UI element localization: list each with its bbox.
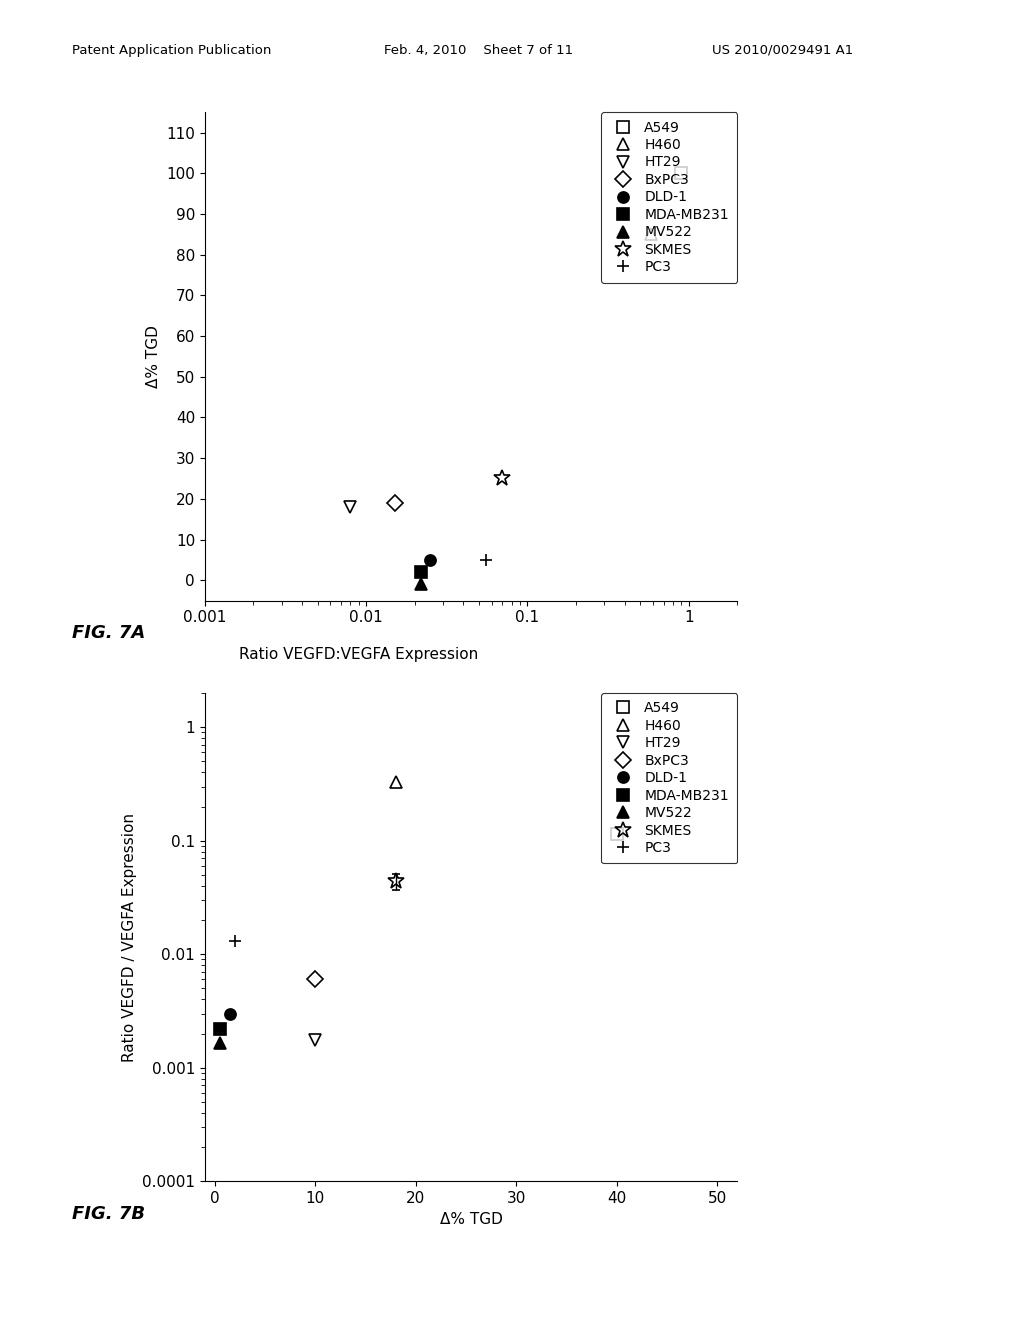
Y-axis label: Δ% TGD: Δ% TGD	[145, 325, 161, 388]
Text: Feb. 4, 2010    Sheet 7 of 11: Feb. 4, 2010 Sheet 7 of 11	[384, 44, 573, 57]
Text: Ratio VEGFD:VEGFA Expression: Ratio VEGFD:VEGFA Expression	[239, 647, 478, 661]
Text: US 2010/0029491 A1: US 2010/0029491 A1	[712, 44, 853, 57]
Legend: A549, H460, HT29, BxPC3, DLD-1, MDA-MB231, MV522, SKMES, PC3: A549, H460, HT29, BxPC3, DLD-1, MDA-MB23…	[601, 693, 737, 863]
Text: FIG. 7A: FIG. 7A	[72, 624, 145, 643]
Y-axis label: Ratio VEGFD / VEGFA Expression: Ratio VEGFD / VEGFA Expression	[122, 813, 136, 1061]
X-axis label: Δ% TGD: Δ% TGD	[439, 1212, 503, 1226]
Text: FIG. 7B: FIG. 7B	[72, 1205, 144, 1224]
Text: Patent Application Publication: Patent Application Publication	[72, 44, 271, 57]
Legend: A549, H460, HT29, BxPC3, DLD-1, MDA-MB231, MV522, SKMES, PC3: A549, H460, HT29, BxPC3, DLD-1, MDA-MB23…	[601, 112, 737, 282]
